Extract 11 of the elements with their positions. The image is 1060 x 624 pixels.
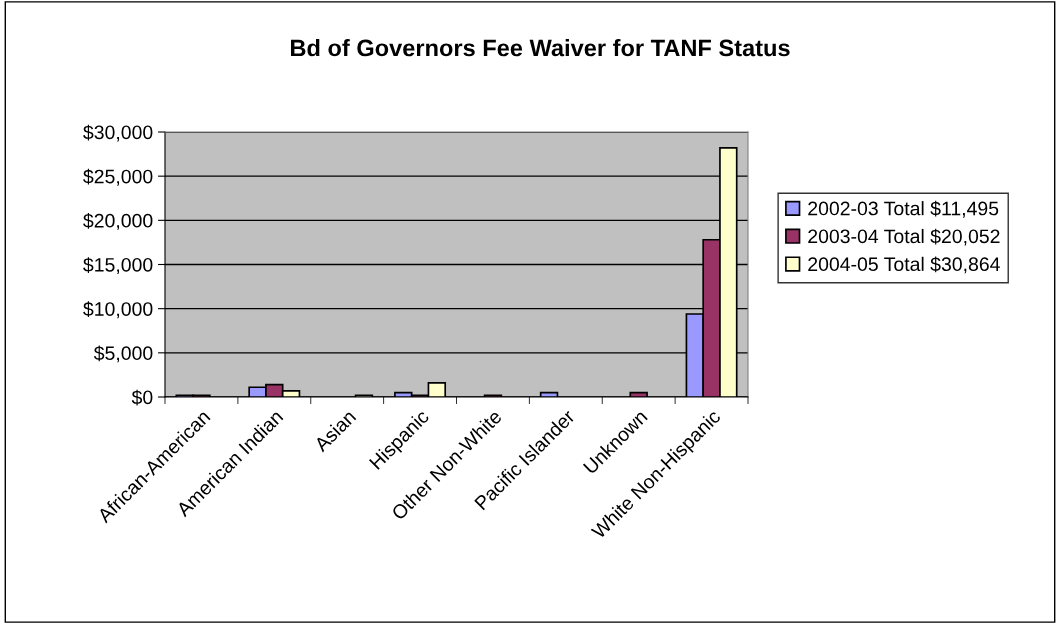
chart-title: Bd of Governors Fee Waiver for TANF Status — [291, 39, 790, 57]
y-tick-label: $10,000 — [83, 301, 153, 319]
y-tick-label: $30,000 — [83, 124, 153, 142]
legend-label: 2004-05 Total $30,864 — [808, 256, 1000, 274]
legend-label: 2003-04 Total $20,052 — [808, 228, 1000, 246]
y-tick-label: $25,000 — [83, 168, 153, 186]
y-tick-label: $20,000 — [83, 212, 153, 230]
legend-label: 2002-03 Total $11,495 — [808, 200, 999, 218]
y-tick-label: $5,000 — [93, 345, 153, 363]
y-tick-label: $0 — [131, 389, 153, 406]
y-tick-label: $15,000 — [83, 257, 153, 275]
